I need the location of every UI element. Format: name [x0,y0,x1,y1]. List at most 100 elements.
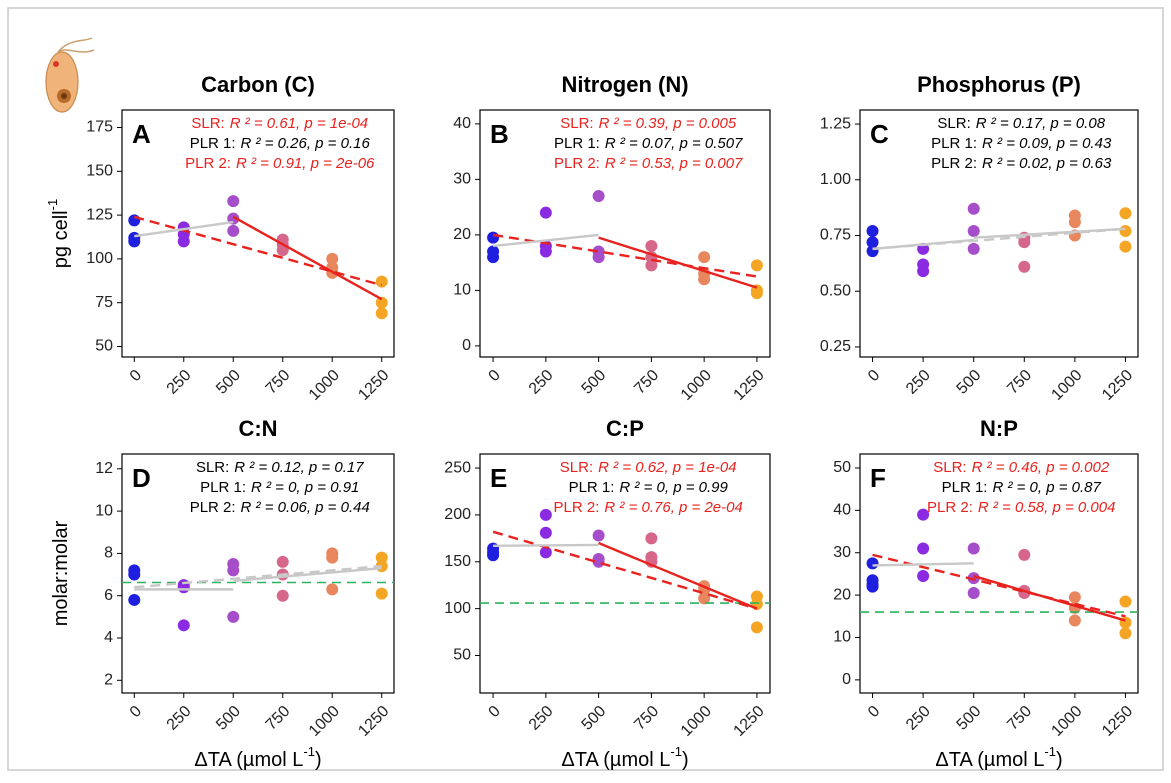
panel-title: N:P [980,416,1018,441]
x-axis-label: ΔTA (µmol L-1) [194,744,321,771]
panel-title: Nitrogen (N) [561,72,688,97]
y-axis-label-text: pg cell [50,210,72,268]
figure-border [7,7,1164,771]
panel-title: Phosphorus (P) [917,72,1081,97]
y-tick-label: 30 [833,544,851,561]
cell-icon [45,37,95,113]
data-point [967,542,980,555]
data-point [1068,591,1081,604]
data-point [375,551,388,564]
fit-line [134,220,234,238]
y-tick-label: 250 [444,459,471,476]
plot-frame [479,109,771,358]
data-point [866,225,879,238]
fit-stats: R ² = 0.61, p = 1e-04 [230,115,368,132]
data-point [1068,216,1081,229]
plot-frame [859,453,1139,694]
x-axis-label-text: ) [1056,749,1063,771]
fit-label: SLR: [560,459,593,476]
data-point [539,245,552,258]
data-point [866,580,879,593]
fit-label: SLR: [560,115,593,132]
x-axis-label-sup: -1 [670,744,682,759]
data-point [227,224,240,237]
y-tick-label: 125 [86,206,113,223]
data-point [227,195,240,208]
y-axis-label-sup: -1 [45,199,60,211]
data-point [698,273,711,286]
x-axis-label-text: ΔTA (µmol L [935,749,1044,771]
y-tick-label: 20 [453,226,471,243]
panel-letter: F [870,463,886,493]
plot-frame [479,453,771,694]
y-tick-label: 200 [444,506,471,523]
fit-label: PLR 1: [931,135,977,152]
data-point [128,214,141,227]
data-point [917,542,930,555]
data-point [592,529,605,542]
fit-stats: R ² = 0, p = 0.99 [619,479,728,496]
fit-annotation: PLR 1: R ² = 0.09, p = 0.43 [931,135,1112,152]
fit-annotation: PLR 2: R ² = 0.06, p = 0.44 [190,499,370,516]
fit-annotation: SLR: R ² = 0.46, p = 0.002 [933,459,1110,476]
data-point [967,586,980,599]
fit-stats: R ² = 0.46, p = 0.002 [972,459,1110,476]
data-point [487,231,500,244]
fit-line [492,530,758,610]
y-tick-label: 30 [453,171,471,188]
y-tick-label: 8 [104,545,113,562]
data-point [539,546,552,559]
y-tick-label: 50 [833,459,851,476]
fit-annotation: SLR: R ² = 0.62, p = 1e-04 [560,459,737,476]
data-point [1119,207,1132,220]
y-tick-label: 0.25 [820,338,851,355]
y-tick-label: 175 [86,119,113,136]
x-axis-label: ΔTA (µmol L-1) [561,744,688,771]
data-point [177,619,190,632]
fit-line [872,238,974,251]
fit-line [134,564,382,589]
fit-line [133,215,383,287]
fit-annotation: SLR: R ² = 0.61, p = 1e-04 [191,115,368,132]
data-point [967,242,980,255]
y-tick-label: 12 [95,460,113,477]
plot-frame [121,109,395,358]
x-axis-label-sup: -1 [303,744,315,759]
y-tick-label: 0.50 [820,282,851,299]
panel-title: C:P [606,416,644,441]
y-tick-label: 4 [104,629,113,646]
fit-line [872,562,974,567]
data-point [326,551,339,564]
y-tick-label: 10 [95,502,113,519]
data-point [967,572,980,585]
data-point [698,592,711,605]
panel-letter: D [132,463,151,493]
fit-label: SLR: [191,115,224,132]
x-axis-label-text: ΔTA (µmol L [561,749,670,771]
data-point [128,568,141,581]
fit-line [492,233,599,248]
y-tick-label: 40 [453,115,471,132]
fit-stats: R ² = 0.17, p = 0.08 [976,115,1106,132]
fit-line [598,236,758,289]
fit-label: PLR 1: [190,135,236,152]
fit-stats: R ² = 0.58, p = 0.004 [978,499,1116,516]
y-tick-label: 0 [462,337,471,354]
y-tick-label: 75 [95,294,113,311]
y-tick-label: 100 [444,600,471,617]
y-tick-label: 1.25 [820,115,851,132]
data-point [917,265,930,278]
fit-label: PLR 1: [200,479,246,496]
data-point [128,593,141,606]
data-point [645,532,658,545]
plot-frame [121,453,395,694]
fit-annotation: PLR 2: R ² = 0.02, p = 0.63 [931,155,1112,172]
fit-stats: R ² = 0.07, p = 0.507 [605,135,743,152]
data-point [128,235,141,248]
data-point [177,235,190,248]
y-tick-label: 0 [842,671,851,688]
